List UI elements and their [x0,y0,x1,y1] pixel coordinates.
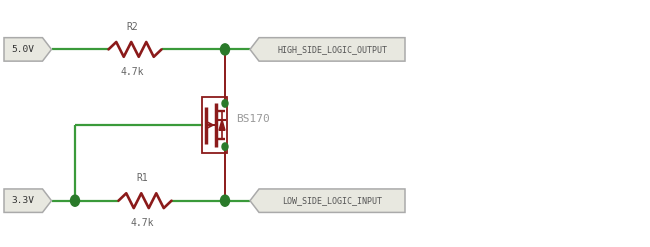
Text: 4.7k: 4.7k [121,67,144,77]
Polygon shape [250,38,405,61]
Text: R2: R2 [127,22,138,32]
Text: HIGH_SIDE_LOGIC_OUTPUT: HIGH_SIDE_LOGIC_OUTPUT [277,45,387,54]
Polygon shape [250,189,405,212]
Circle shape [222,143,228,150]
Text: LOW_SIDE_LOGIC_INPUT: LOW_SIDE_LOGIC_INPUT [282,196,382,205]
Polygon shape [4,38,51,61]
Circle shape [222,100,228,107]
Text: R1: R1 [136,173,148,183]
Text: 5.0V: 5.0V [12,45,34,54]
Text: 4.7k: 4.7k [131,218,154,228]
Polygon shape [4,189,51,212]
Circle shape [220,44,229,55]
Polygon shape [219,120,225,130]
Circle shape [70,195,79,206]
Text: BS170: BS170 [236,114,270,124]
Circle shape [220,195,229,206]
Bar [202,97,227,153]
Text: 3.3V: 3.3V [12,196,34,205]
